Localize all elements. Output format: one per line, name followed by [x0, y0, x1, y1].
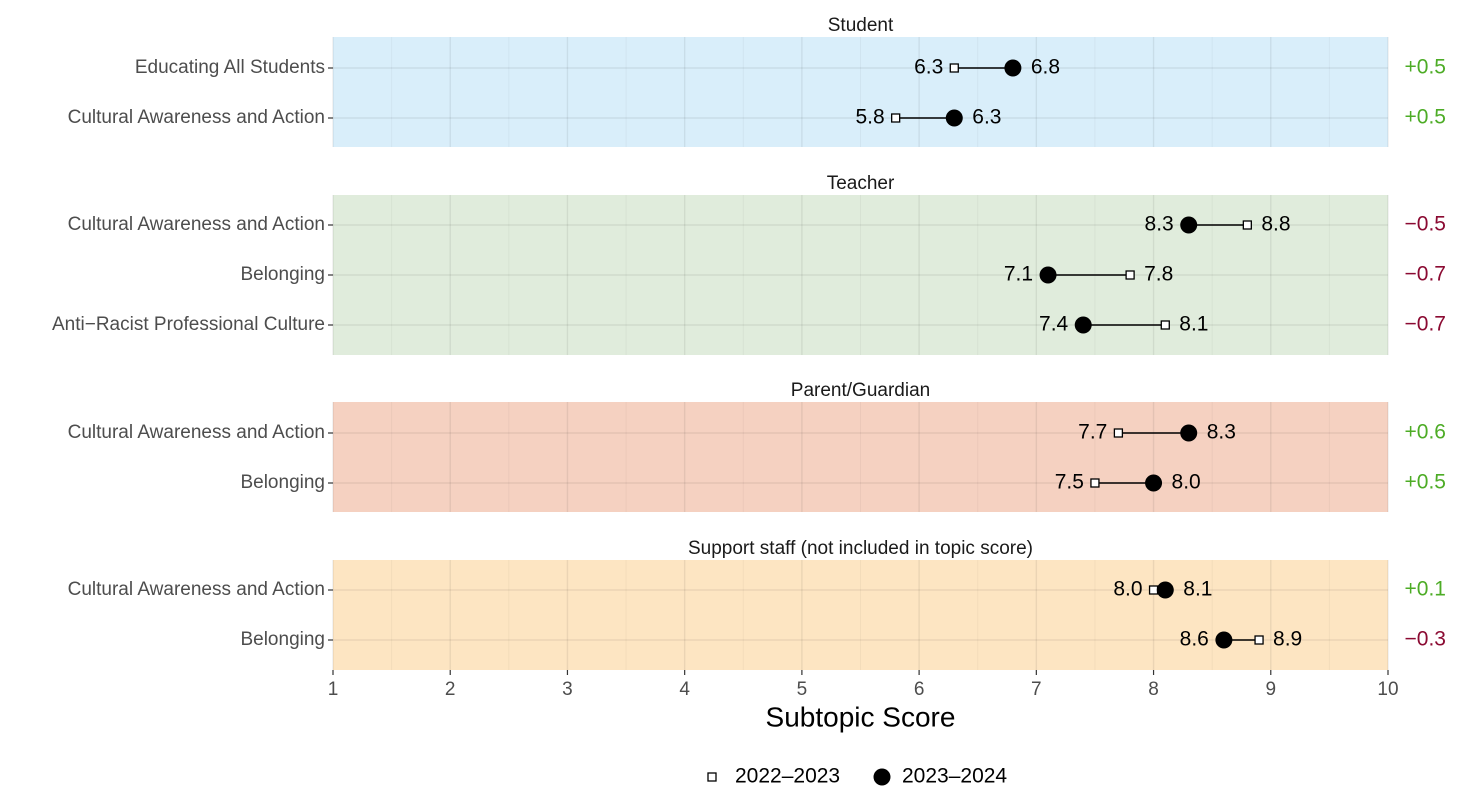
panel-title: Student — [828, 15, 894, 36]
value-label-2022-2023: 8.1 — [1179, 313, 1208, 336]
point-2022-2023 — [949, 63, 959, 73]
y-tick-label: Cultural Awareness and Action — [68, 107, 325, 128]
y-tick-label: Cultural Awareness and Action — [68, 422, 325, 443]
point-2022-2023 — [1125, 270, 1135, 280]
point-2023-2024 — [945, 109, 963, 127]
panel-title: Parent/Guardian — [791, 380, 930, 401]
point-2023-2024 — [1145, 474, 1163, 492]
change-label: −0.7 — [1405, 313, 1446, 336]
panel-title: Support staff (not included in topic sco… — [688, 538, 1033, 559]
point-2023-2024 — [1156, 581, 1174, 599]
point-2022-2023 — [1242, 220, 1252, 230]
panel-background — [333, 195, 1388, 355]
y-tick-label: Educating All Students — [135, 57, 325, 78]
point-2023-2024 — [1039, 266, 1057, 284]
x-tick-label: 3 — [562, 679, 573, 700]
x-tick-label: 2 — [445, 679, 456, 700]
change-label: +0.5 — [1405, 56, 1446, 79]
point-2023-2024 — [1180, 424, 1198, 442]
value-label-2023-2024: 8.1 — [1183, 578, 1212, 601]
legend-label-2022-2023: 2022–2023 — [735, 765, 840, 788]
value-label-2022-2023: 8.0 — [1113, 578, 1142, 601]
y-tick-label: Belonging — [240, 264, 325, 285]
x-tick-label: 9 — [1265, 679, 1276, 700]
x-tick-label: 5 — [797, 679, 808, 700]
value-label-2022-2023: 6.3 — [914, 56, 943, 79]
value-label-2022-2023: 5.8 — [855, 106, 884, 129]
change-label: +0.6 — [1405, 421, 1446, 444]
panel-background — [333, 37, 1388, 147]
panel-background — [333, 560, 1388, 670]
y-tick-label: Belonging — [240, 629, 325, 650]
x-axis-title: Subtopic Score — [766, 701, 956, 732]
point-2023-2024 — [1215, 631, 1233, 649]
value-label-2023-2024: 8.6 — [1180, 628, 1209, 651]
change-label: −0.7 — [1405, 263, 1446, 286]
legend-label-2023-2024: 2023–2024 — [902, 765, 1007, 788]
point-2022-2023 — [891, 113, 901, 123]
change-label: +0.5 — [1405, 471, 1446, 494]
change-label: +0.1 — [1405, 578, 1446, 601]
legend-marker-2022-2023 — [707, 772, 717, 782]
y-tick-label: Anti−Racist Professional Culture — [52, 314, 325, 335]
y-tick-label: Cultural Awareness and Action — [68, 214, 325, 235]
point-2022-2023 — [1090, 478, 1100, 488]
value-label-2023-2024: 7.1 — [1004, 263, 1033, 286]
x-tick-label: 1 — [328, 679, 339, 700]
x-tick-label: 8 — [1148, 679, 1159, 700]
change-label: −0.3 — [1405, 628, 1446, 651]
change-label: +0.5 — [1405, 106, 1446, 129]
value-label-2023-2024: 8.3 — [1207, 421, 1236, 444]
change-label: −0.5 — [1405, 213, 1446, 236]
value-label-2023-2024: 8.0 — [1172, 471, 1201, 494]
point-2022-2023 — [1254, 635, 1264, 645]
y-tick-label: Belonging — [240, 472, 325, 493]
x-tick-label: 6 — [914, 679, 925, 700]
y-tick-label: Cultural Awareness and Action — [68, 579, 325, 600]
panel-background — [333, 402, 1388, 512]
value-label-2023-2024: 7.4 — [1039, 313, 1069, 336]
point-2022-2023 — [1160, 320, 1170, 330]
value-label-2022-2023: 8.8 — [1261, 213, 1290, 236]
value-label-2022-2023: 7.8 — [1144, 263, 1173, 286]
value-label-2023-2024: 6.3 — [972, 106, 1001, 129]
legend-marker-2023-2024 — [873, 768, 891, 786]
point-2022-2023 — [1113, 428, 1124, 438]
point-2023-2024 — [1180, 216, 1198, 234]
x-tick-label: 4 — [679, 679, 690, 700]
value-label-2023-2024: 6.8 — [1031, 56, 1060, 79]
point-2023-2024 — [1074, 316, 1092, 334]
point-2023-2024 — [1004, 59, 1022, 77]
value-label-2022-2023: 7.5 — [1055, 471, 1084, 494]
panel-title: Teacher — [827, 173, 895, 194]
value-label-2022-2023: 8.9 — [1273, 628, 1302, 651]
x-tick-label: 10 — [1377, 679, 1398, 700]
value-label-2023-2024: 8.3 — [1145, 213, 1174, 236]
value-label-2022-2023: 7.7 — [1078, 421, 1107, 444]
x-tick-label: 7 — [1031, 679, 1042, 700]
point-2022-2023 — [1148, 585, 1159, 595]
